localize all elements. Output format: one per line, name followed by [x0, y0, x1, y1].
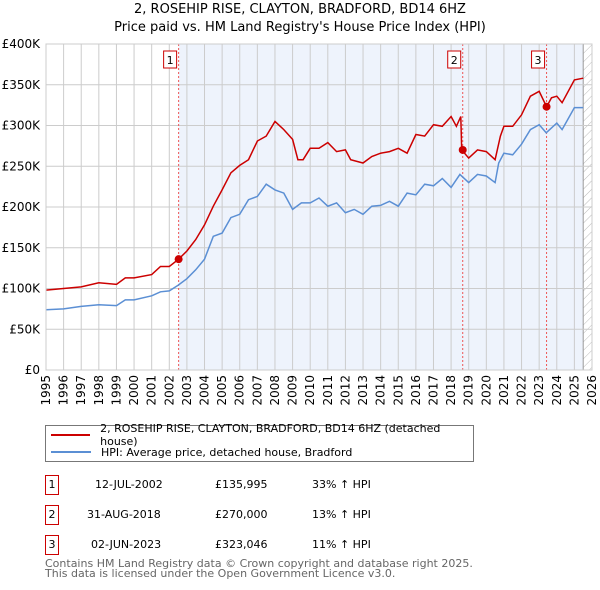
- x-tick-label: 2000: [127, 375, 141, 406]
- x-tick-label: 2003: [180, 375, 194, 406]
- plot-border: [45, 43, 593, 371]
- x-tick-label: 2023: [532, 375, 546, 406]
- legend-item-hpi: HPI: Average price, detached house, Brad…: [51, 444, 352, 460]
- sale-number-label: 3: [535, 54, 542, 67]
- x-tick-label: 2006: [233, 375, 247, 406]
- x-tick-label: 2022: [515, 375, 529, 406]
- x-tick-label: 2019: [462, 375, 476, 406]
- x-tick-label: 2024: [550, 375, 564, 406]
- x-tick-label: 2015: [391, 375, 405, 406]
- chart-subtitle: Price paid vs. HM Land Registry's House …: [114, 20, 486, 35]
- x-tick-label: 2009: [286, 375, 300, 406]
- sale-number-box: [531, 50, 546, 69]
- y-tick-label: £100K: [2, 282, 42, 296]
- legend-swatch-red: [51, 434, 91, 436]
- sale-hpi-diff: 13% ↑ HPI: [312, 508, 371, 521]
- x-tick-label: 2018: [444, 375, 458, 406]
- sale-number-label: 2: [451, 54, 458, 67]
- sale-point: [174, 255, 183, 264]
- sale-price: £135,995: [215, 478, 268, 491]
- y-tick-label: £150K: [2, 241, 42, 255]
- legend-item-property: 2, ROSEHIP RISE, CLAYTON, BRADFORD, BD14…: [51, 422, 473, 448]
- sale-point: [542, 102, 551, 111]
- x-tick-label: 2002: [162, 375, 176, 406]
- x-tick-label: 1998: [92, 375, 106, 406]
- x-tick-label: 2016: [409, 375, 423, 406]
- x-tick-label: 2012: [338, 375, 352, 406]
- table-row: 3 02-JUN-2023 £323,046 11% ↑ HPI: [45, 535, 445, 555]
- x-tick-label: 2025: [567, 375, 581, 406]
- y-tick-label: £350K: [2, 78, 42, 92]
- x-tick-label: 2010: [303, 375, 317, 406]
- sale-number-box: [447, 50, 462, 69]
- legend-label-property: 2, ROSEHIP RISE, CLAYTON, BRADFORD, BD14…: [100, 422, 441, 448]
- y-tick-label: £400K: [2, 37, 42, 51]
- footer-licence: This data is licensed under the Open Gov…: [45, 567, 396, 580]
- x-tick-label: 1997: [74, 375, 88, 406]
- y-tick-label: £300K: [2, 119, 42, 133]
- sale-number: 3: [45, 535, 59, 555]
- x-tick-label: 2004: [198, 375, 212, 406]
- x-tick-label: 2005: [215, 375, 229, 406]
- x-tick-label: 2017: [426, 375, 440, 406]
- legend: 2, ROSEHIP RISE, CLAYTON, BRADFORD, BD14…: [45, 422, 474, 462]
- footer-copyright: Contains HM Land Registry data © Crown c…: [45, 557, 473, 570]
- sale-number-label: 1: [167, 54, 174, 67]
- sale-date: 12-JUL-2002: [95, 478, 163, 491]
- hpi-line: [45, 106, 584, 311]
- x-tick-label: 2021: [497, 375, 511, 406]
- table-row: 2 31-AUG-2018 £270,000 13% ↑ HPI: [45, 505, 445, 525]
- sale-price: £270,000: [215, 508, 268, 521]
- sale-date: 02-JUN-2023: [91, 538, 162, 551]
- sale-hpi-diff: 33% ↑ HPI: [312, 478, 371, 491]
- table-row: 1 12-JUL-2002 £135,995 33% ↑ HPI: [45, 475, 445, 495]
- legend-label-hpi: HPI: Average price, detached house, Brad…: [101, 445, 353, 459]
- sale-number: 2: [45, 505, 59, 525]
- x-tick-label: 2008: [268, 375, 282, 406]
- sale-number: 1: [45, 475, 59, 495]
- x-tick-label: 2001: [145, 375, 159, 406]
- y-tick-label: £0: [25, 363, 40, 377]
- x-tick-label: 2007: [250, 375, 264, 406]
- x-tick-label: 2013: [356, 375, 370, 406]
- x-tick-label: 1995: [39, 375, 53, 406]
- sale-hpi-diff: 11% ↑ HPI: [312, 538, 371, 551]
- y-tick-label: £250K: [2, 159, 42, 173]
- footer: Contains HM Land Registry data © Crown c…: [45, 557, 473, 580]
- x-tick-label: 2020: [479, 375, 493, 406]
- y-tick-label: £50K: [9, 322, 41, 336]
- sale-number-box: [163, 50, 178, 69]
- legend-swatch-blue: [51, 451, 91, 453]
- sale-point: [458, 145, 467, 154]
- price-chart: 1995 1996 1997 1998 1999 2000 2001 2002 2003 2004…: [2, 37, 599, 406]
- sale-price: £323,046: [215, 538, 268, 551]
- chart-title: 2, ROSEHIP RISE, CLAYTON, BRADFORD, BD14…: [134, 2, 466, 17]
- sale-date: 31-AUG-2018: [87, 508, 161, 521]
- y-tick-label: £200K: [2, 200, 42, 214]
- x-tick-label: 1996: [57, 375, 71, 406]
- x-tick-label: 2014: [374, 375, 388, 406]
- x-tick-label: 2011: [321, 375, 335, 406]
- x-tick-label: 1999: [109, 375, 123, 406]
- x-tick-label: 2026: [585, 375, 599, 406]
